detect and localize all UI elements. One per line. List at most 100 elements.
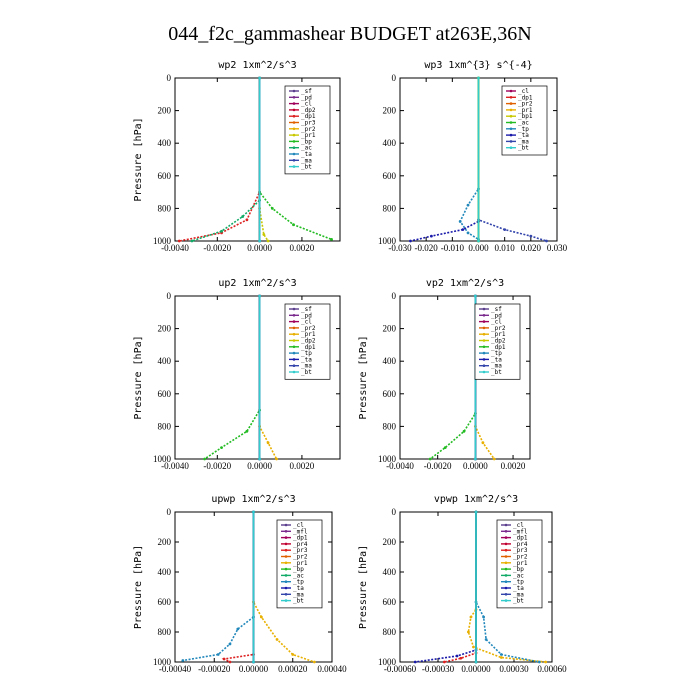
legend-marker xyxy=(504,593,508,596)
x-tick-label: -0.0040 xyxy=(161,461,189,471)
y-tick-label: 600 xyxy=(158,389,172,399)
legend-marker xyxy=(292,364,296,368)
y-tick-label: 0 xyxy=(167,507,172,517)
series-point xyxy=(472,645,475,649)
legend-label: _ta xyxy=(301,356,312,363)
legend-marker xyxy=(504,599,508,602)
series-point xyxy=(275,638,279,641)
series-point xyxy=(455,654,459,658)
x-tick-label: -0.020 xyxy=(415,243,439,253)
x-tick-label: 0.0000 xyxy=(463,461,488,471)
x-tick-label: -0.0020 xyxy=(203,243,231,253)
legend-marker xyxy=(509,89,513,93)
y-tick-label: 600 xyxy=(158,597,172,607)
legend-label: _bt xyxy=(513,598,524,605)
series-point xyxy=(481,441,485,445)
legend-marker xyxy=(292,102,296,105)
series-point xyxy=(544,660,548,664)
series-line-pr1 xyxy=(258,296,278,460)
legend-marker xyxy=(509,96,513,99)
legend-label: _ta xyxy=(518,132,529,139)
legend-label: _bt xyxy=(293,598,304,605)
y-tick-label: 200 xyxy=(383,537,397,547)
panels: wp2 1xm^2/s^3 Pressure [hPa] 0 200 400 600 800… xyxy=(133,60,568,674)
series-point xyxy=(492,457,496,461)
panel-4: vp2 1xm^2/s^3 Pressure [hPa] 0 200 400 600 800… xyxy=(358,278,531,471)
y-axis-label: Pressure [hPa] xyxy=(133,117,144,201)
series-point xyxy=(469,615,473,619)
series-point xyxy=(430,234,433,238)
panel-5: upwp 1xm^2/s^3 Pressure [hPa] 0 200 400 600 80… xyxy=(133,494,347,674)
y-axis-label: Pressure [hPa] xyxy=(358,545,369,629)
series-line-dp1 xyxy=(179,78,261,242)
x-tick-label: 0.0020 xyxy=(501,461,526,471)
series-point xyxy=(252,660,255,664)
y-tick-label: 1000 xyxy=(378,236,397,246)
legend-label: _pr2 xyxy=(293,554,308,561)
legend-marker xyxy=(284,593,288,596)
x-tick-label: -0.030 xyxy=(388,243,412,253)
series-line-tp xyxy=(182,512,255,662)
y-tick-label: 200 xyxy=(158,537,172,547)
plot-frame xyxy=(399,295,531,460)
legend-label: _dp2 xyxy=(301,338,316,345)
legend-label: _ac xyxy=(301,145,312,152)
legend-box xyxy=(284,303,331,380)
legend-label: _dp1 xyxy=(293,535,308,542)
legend-marker xyxy=(482,326,486,330)
series-point xyxy=(275,457,278,461)
legend-marker xyxy=(482,370,486,374)
legend-label: _pr2 xyxy=(301,325,316,332)
legend-marker xyxy=(482,314,486,317)
legend-marker xyxy=(509,133,513,137)
legend-label: _cl xyxy=(518,88,529,95)
legend-label: _pd xyxy=(301,94,312,101)
legend-label: _ta xyxy=(301,151,312,158)
series-point xyxy=(499,656,503,659)
legend-label: _pr1 xyxy=(301,132,316,139)
legend-label: _bp xyxy=(301,138,312,145)
legend-label: _dp2 xyxy=(491,338,506,345)
legend: _cl_mfl_dp1_pr4_pr3_pr2_pr1_bp_ac_tp_ta_… xyxy=(496,519,543,609)
legend: _cl_mfl_dp1_pr4_pr3_pr2_pr1_bp_ac_tp_ta_… xyxy=(276,519,323,609)
legend-marker xyxy=(292,165,296,168)
legend-label: _pd xyxy=(301,312,312,319)
legend-marker xyxy=(509,114,513,118)
series-point xyxy=(467,630,470,634)
legend-label: _pr2 xyxy=(513,554,528,561)
series-point xyxy=(545,239,548,243)
legend: _sf_pd_cl_dp2_dp1_pr3_pr2_pr1_bp_ac_ta_m… xyxy=(284,85,331,175)
legend-marker xyxy=(482,339,486,342)
x-tick-label: 0.00040 xyxy=(317,664,347,674)
series-point xyxy=(190,239,194,243)
x-tick-label: -0.0040 xyxy=(161,243,189,253)
legend-marker xyxy=(284,530,288,533)
legend-label: _pr1 xyxy=(491,331,506,338)
series-point xyxy=(181,659,185,662)
y-tick-label: 400 xyxy=(383,138,397,148)
legend-box xyxy=(496,519,543,609)
series-point xyxy=(252,510,255,514)
series-point xyxy=(259,615,263,619)
x-tick-label: -0.00020 xyxy=(198,664,231,674)
x-tick-label: 0.0020 xyxy=(290,243,315,253)
series-line-tp xyxy=(459,78,480,241)
legend-marker xyxy=(292,326,296,330)
series-point xyxy=(258,457,262,461)
legend-marker xyxy=(504,574,508,577)
legend-marker xyxy=(284,542,288,546)
legend-label: _tp xyxy=(491,350,502,357)
legend-marker xyxy=(284,523,288,527)
legend-label: _cl xyxy=(293,522,304,529)
legend-label: _pr1 xyxy=(518,107,533,114)
plot-frame xyxy=(174,295,341,460)
panel-title: wp3 1xm^{3} s^{-4} xyxy=(424,60,532,71)
legend-label: _bt xyxy=(518,145,529,152)
y-tick-label: 1000 xyxy=(153,454,172,464)
legend-marker xyxy=(482,358,486,361)
x-tick-label: -0.00040 xyxy=(159,664,192,674)
legend-label: _pr2 xyxy=(301,126,316,133)
series-point xyxy=(245,429,249,433)
legend-marker xyxy=(292,127,296,131)
legend-label: _ma xyxy=(301,363,312,370)
